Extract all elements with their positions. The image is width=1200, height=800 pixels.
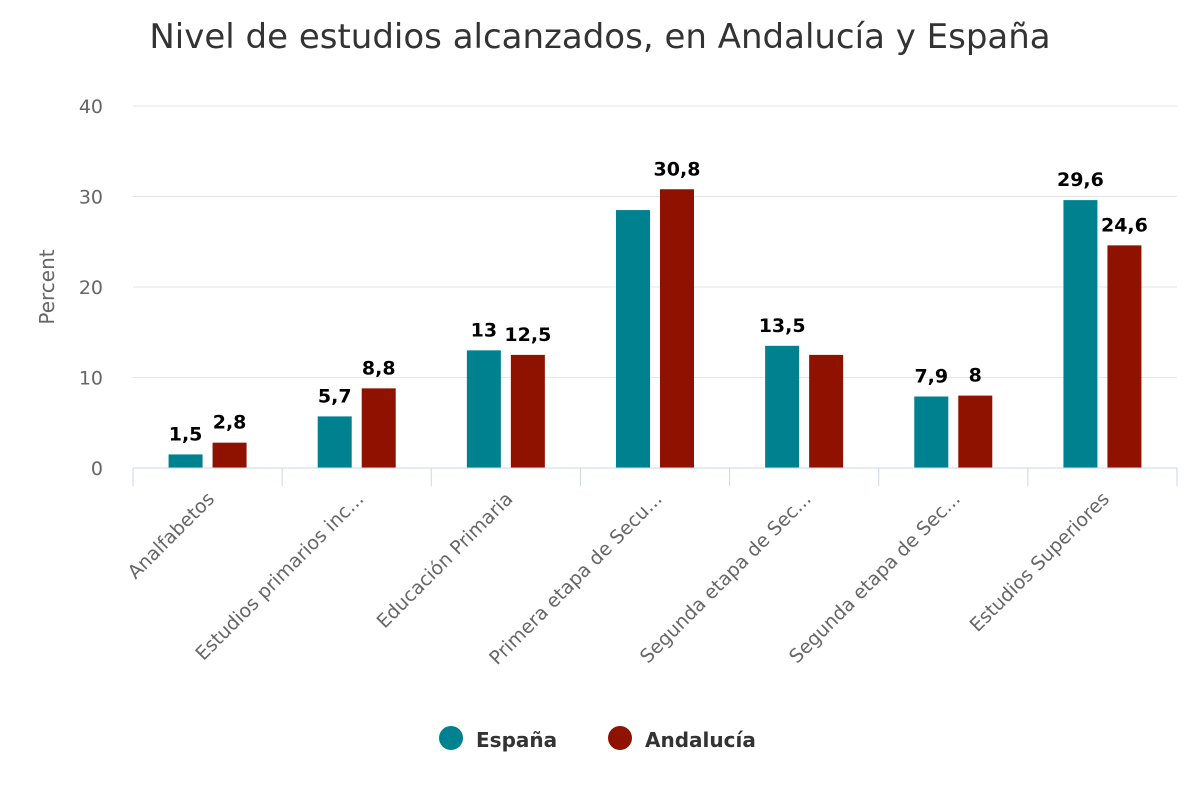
data-label: 5,7	[318, 385, 352, 407]
chart-title: Nivel de estudios alcanzados, en Andaluc…	[149, 17, 1050, 57]
x-tick-label: Segunda etapa de Sec...	[636, 488, 816, 668]
bar	[616, 210, 650, 468]
legend-item-label[interactable]: España	[476, 728, 557, 752]
data-label: 1,5	[169, 423, 203, 445]
data-label: 13,5	[759, 315, 806, 337]
y-tick-label: 30	[79, 187, 103, 209]
x-tick-label: Estudios Superiores	[966, 488, 1114, 636]
bar	[510, 354, 545, 468]
legend-marker	[608, 726, 632, 750]
legend: España Andalucía	[439, 726, 756, 752]
y-tick-label: 40	[79, 96, 103, 118]
x-tick-label: Primera etapa de Secu...	[485, 488, 666, 669]
y-tick-label: 0	[91, 458, 103, 480]
legend-marker	[439, 726, 463, 750]
gridlines	[133, 105, 1177, 378]
data-label: 30,8	[654, 158, 701, 180]
data-label: 8,8	[362, 357, 396, 379]
x-tick-label: Estudios primarios inc...	[191, 488, 368, 665]
legend-item-label[interactable]: Andalucía	[645, 728, 756, 752]
bar	[660, 189, 694, 468]
bar	[809, 354, 844, 468]
y-axis-ticks: 0 10 20 30 40	[79, 96, 103, 480]
bar	[317, 416, 352, 468]
data-label: 12,5	[504, 324, 551, 346]
y-axis-label: Percent	[35, 249, 59, 324]
bar	[1107, 245, 1142, 468]
x-tick-label: Educación Primaria	[373, 488, 518, 633]
bar	[765, 345, 800, 468]
bar	[466, 350, 501, 468]
bar	[168, 454, 203, 468]
y-tick-label: 10	[79, 368, 103, 390]
bar	[212, 442, 247, 468]
x-tick-label: Segunda etapa de Sec...	[785, 488, 965, 668]
data-label: 8	[969, 365, 982, 387]
bar	[914, 396, 949, 468]
bars	[168, 189, 1142, 468]
data-label: 13	[471, 319, 497, 341]
data-label: 24,6	[1101, 214, 1148, 236]
x-tick-label: Analfabetos	[124, 488, 219, 583]
bar	[1063, 200, 1098, 468]
bar	[361, 388, 396, 468]
bar	[958, 395, 993, 468]
y-tick-label: 20	[79, 277, 103, 299]
data-label: 7,9	[914, 366, 948, 388]
data-label: 2,8	[213, 412, 247, 434]
data-labels: 1,5 5,7 13 13,5 7,9 29,6 2,8 8,8 12,5 30,8 8 24,6	[169, 158, 1148, 445]
data-label: 29,6	[1057, 169, 1104, 191]
